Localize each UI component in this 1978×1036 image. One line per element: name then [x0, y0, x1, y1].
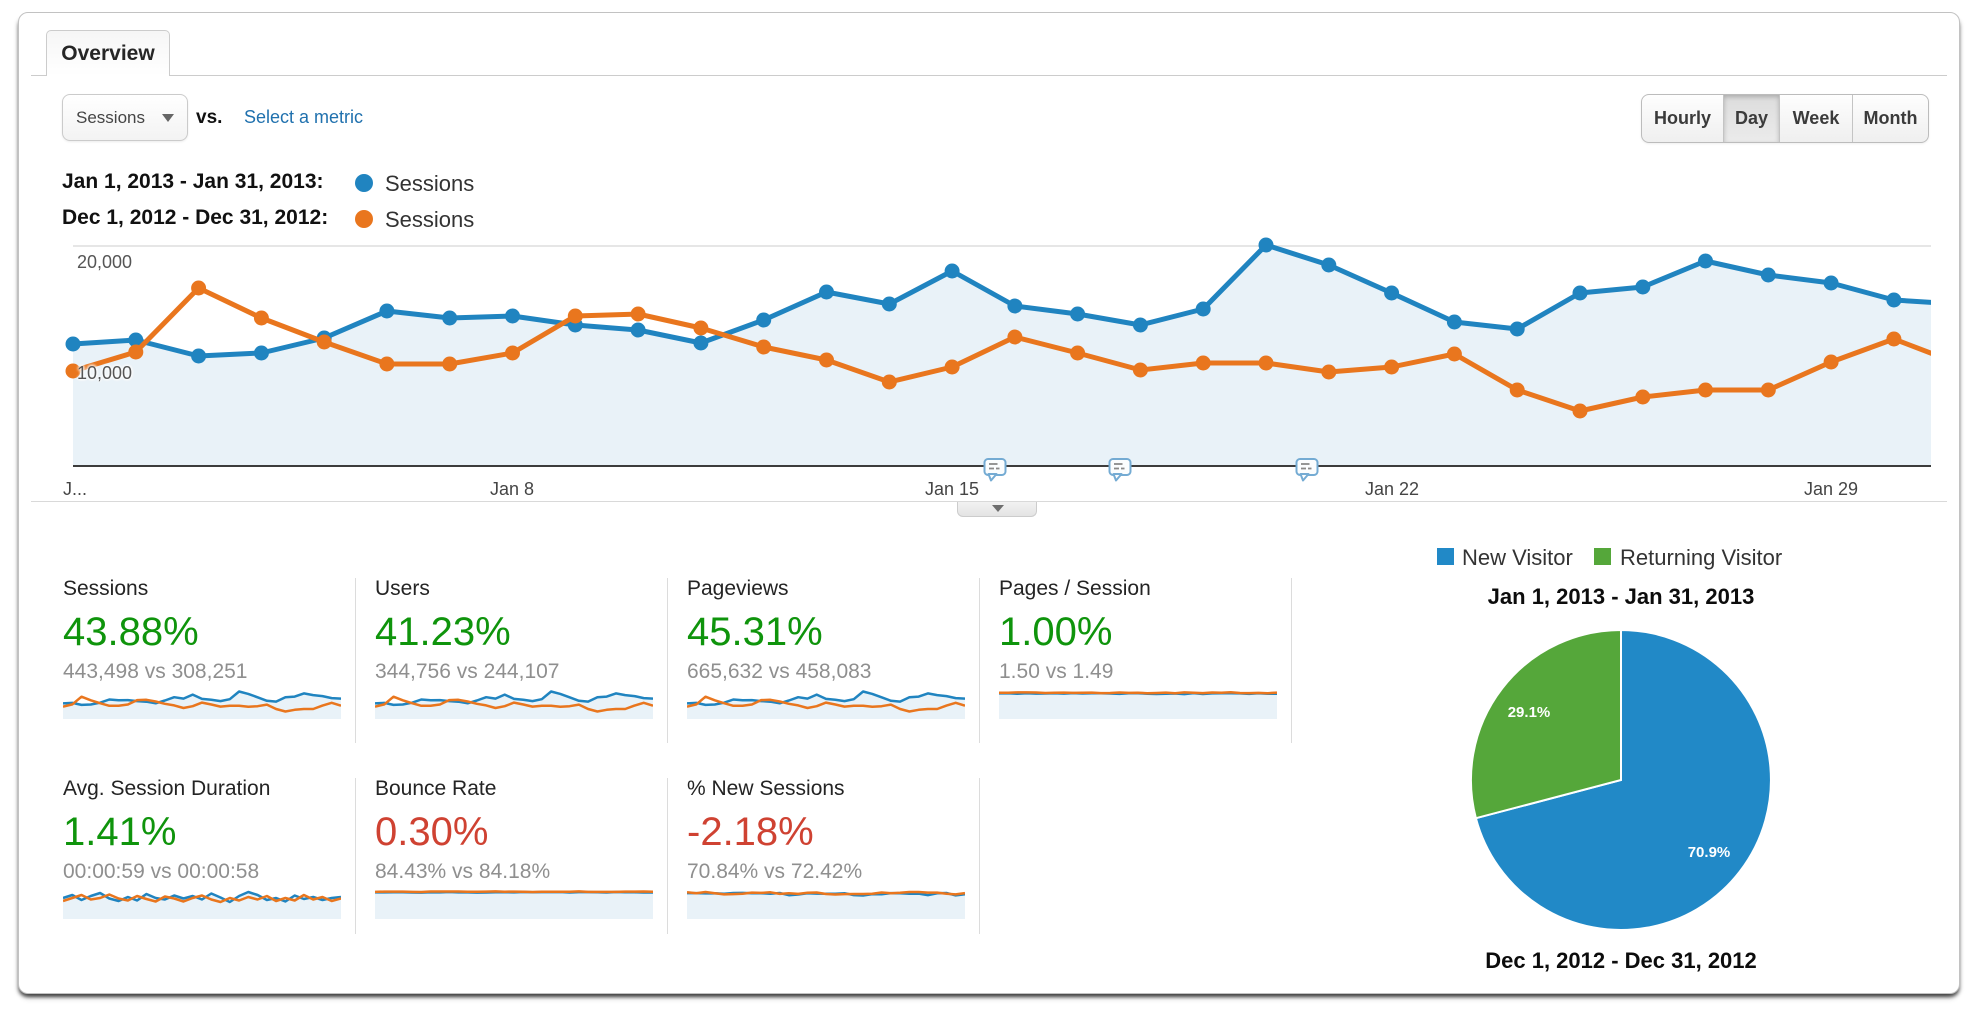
svg-text:70.9%: 70.9% [1688, 844, 1731, 861]
svg-text:29.1%: 29.1% [1508, 704, 1551, 721]
